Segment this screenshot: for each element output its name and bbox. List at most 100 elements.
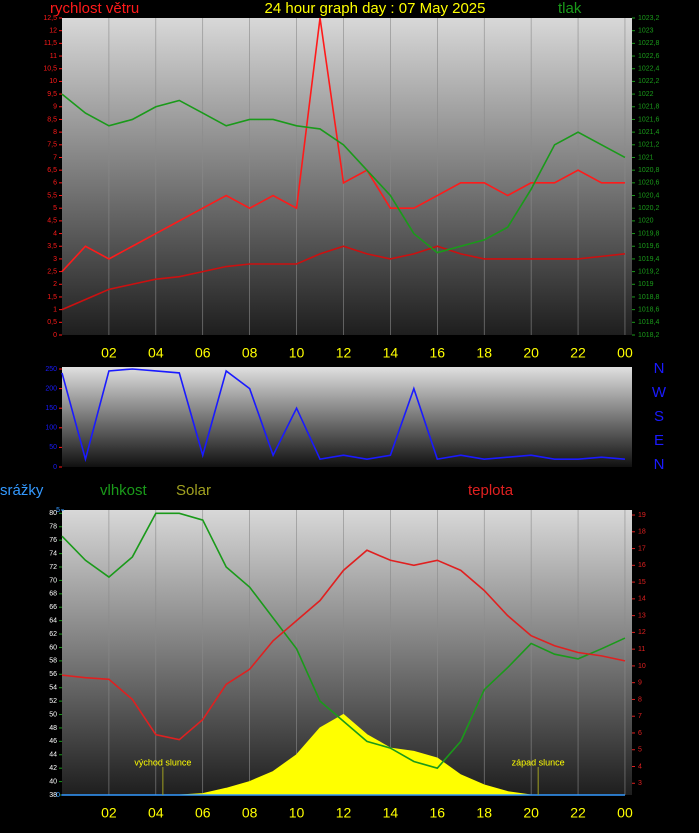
x-tick-label: 08 (242, 345, 258, 361)
y2-tick-label: 1018,8 (638, 294, 660, 301)
y2-tick-label: 1022 (638, 91, 654, 98)
direction-label: N (654, 456, 665, 473)
x-tick-label: 04 (148, 805, 164, 821)
y2-tick-label: 15 (638, 579, 646, 586)
y-tick-label: 66 (49, 604, 57, 611)
y2-tick-label: 3 (638, 780, 642, 787)
x-tick-label: 08 (242, 805, 258, 821)
x-tick-label: 06 (195, 805, 211, 821)
x-tick-label: 22 (570, 805, 586, 821)
y2-tick-label: 1018,6 (638, 306, 660, 313)
x-tick-label: 04 (148, 345, 164, 361)
direction-label: S (654, 408, 664, 425)
x-tick-label: 12 (336, 345, 352, 361)
y-tick-label: 60 (49, 644, 57, 651)
y2-tick-label: 1022,8 (638, 40, 660, 47)
axis-label: teplota (468, 482, 514, 499)
y2-tick-label: 1021,8 (638, 104, 660, 111)
y-tick-label: 6,5 (47, 167, 57, 174)
series-line (61, 17, 625, 273)
x-tick-label: 16 (430, 345, 446, 361)
chart-title: 24 hour graph day : 07 May 2025 (265, 0, 486, 17)
y-tick-label: 74 (49, 550, 57, 557)
y-tick-label: 50 (49, 711, 57, 718)
y2-tick-label: 1019,8 (638, 230, 660, 237)
x-tick-label: 00 (617, 805, 633, 821)
x-tick-label: 10 (289, 345, 305, 361)
y2-tick-label: 1021,2 (638, 142, 660, 149)
y-tick-label: 40 (49, 778, 57, 785)
x-tick-label: 14 (383, 805, 399, 821)
y-tick-label: 10,5 (43, 66, 57, 73)
series-line (61, 549, 626, 741)
y-tick-label: 7,5 (47, 142, 57, 149)
x-tick-label: 12 (336, 805, 352, 821)
y-tick-label: 9 (53, 104, 57, 111)
y2-tick-label: 4 (638, 763, 642, 770)
x-tick-label: 20 (523, 805, 539, 821)
y-tick-label: 38 (49, 792, 57, 799)
x-tick-label: 18 (476, 345, 492, 361)
y2-tick-label: 1019,4 (638, 256, 660, 263)
x-tick-label: 14 (383, 345, 399, 361)
y-tick-label: 1 (53, 306, 57, 313)
x-tick-label: 02 (101, 805, 117, 821)
y-tick-label: 9,5 (47, 91, 57, 98)
y2-tick-label: 17 (638, 545, 646, 552)
direction-label: W (652, 384, 667, 401)
y-tick-label: 6 (53, 180, 57, 187)
x-tick-label: 16 (430, 805, 446, 821)
direction-label: E (654, 432, 664, 449)
axis-label: rychlost větru (50, 0, 139, 17)
y-tick-label: 7 (53, 154, 57, 161)
y2-tick-label: 1021,4 (638, 129, 660, 136)
axis-label: Solar (176, 482, 211, 499)
axis-label: tlak (558, 0, 582, 17)
y-tick-label: 42 (49, 765, 57, 772)
y-tick-label: 3,5 (47, 243, 57, 250)
y-tick-label: 4,5 (47, 218, 57, 225)
y2-tick-label: 18 (638, 529, 646, 536)
y-tick-label: 4 (53, 230, 57, 237)
y2-tick-label: 11 (638, 646, 645, 653)
y2-tick-label: 19 (638, 512, 646, 519)
y2-tick-label: 1022,4 (638, 66, 660, 73)
y2-tick-label: 6 (638, 730, 642, 737)
y-tick-label: 78 (49, 524, 57, 531)
x-tick-label: 20 (523, 345, 539, 361)
y-tick-label: 72 (49, 564, 57, 571)
y2-tick-label: 14 (638, 596, 646, 603)
y-tick-label: 3 (53, 256, 57, 263)
y-tick-label: 0 (53, 332, 57, 339)
y2-tick-label: 1020,4 (638, 192, 660, 199)
y-tick-label: 80 (49, 510, 57, 517)
y-tick-label: 50 (49, 444, 57, 451)
y2-tick-label: 1020,6 (638, 180, 660, 187)
y2-tick-label: 10 (638, 663, 646, 670)
y-tick-label: 10 (49, 78, 57, 85)
x-tick-label: 06 (195, 345, 211, 361)
y-tick-label: 5 (53, 205, 57, 212)
y-tick-label: 11 (50, 53, 57, 60)
direction-label: N (654, 360, 665, 377)
y2-tick-label: 1021 (638, 154, 654, 161)
rain-tick-label: 5 (56, 507, 60, 514)
y-tick-label: 58 (49, 658, 57, 665)
annotation: západ slunce (512, 757, 565, 767)
y-tick-label: 52 (49, 698, 57, 705)
y-tick-label: 8,5 (47, 116, 57, 123)
y-tick-label: 250 (45, 366, 57, 373)
x-tick-label: 18 (476, 805, 492, 821)
axis-label: srážky (0, 482, 44, 499)
y-tick-label: 11,5 (44, 40, 57, 47)
y-tick-label: 2,5 (47, 268, 57, 275)
y-tick-label: 70 (49, 577, 57, 584)
y-tick-label: 44 (49, 752, 57, 759)
x-tick-label: 02 (101, 345, 117, 361)
x-tick-label: 00 (617, 345, 633, 361)
annotation: východ slunce (134, 757, 191, 767)
y2-tick-label: 1020 (638, 218, 654, 225)
y-tick-label: 54 (49, 685, 57, 692)
y2-tick-label: 16 (638, 562, 646, 569)
